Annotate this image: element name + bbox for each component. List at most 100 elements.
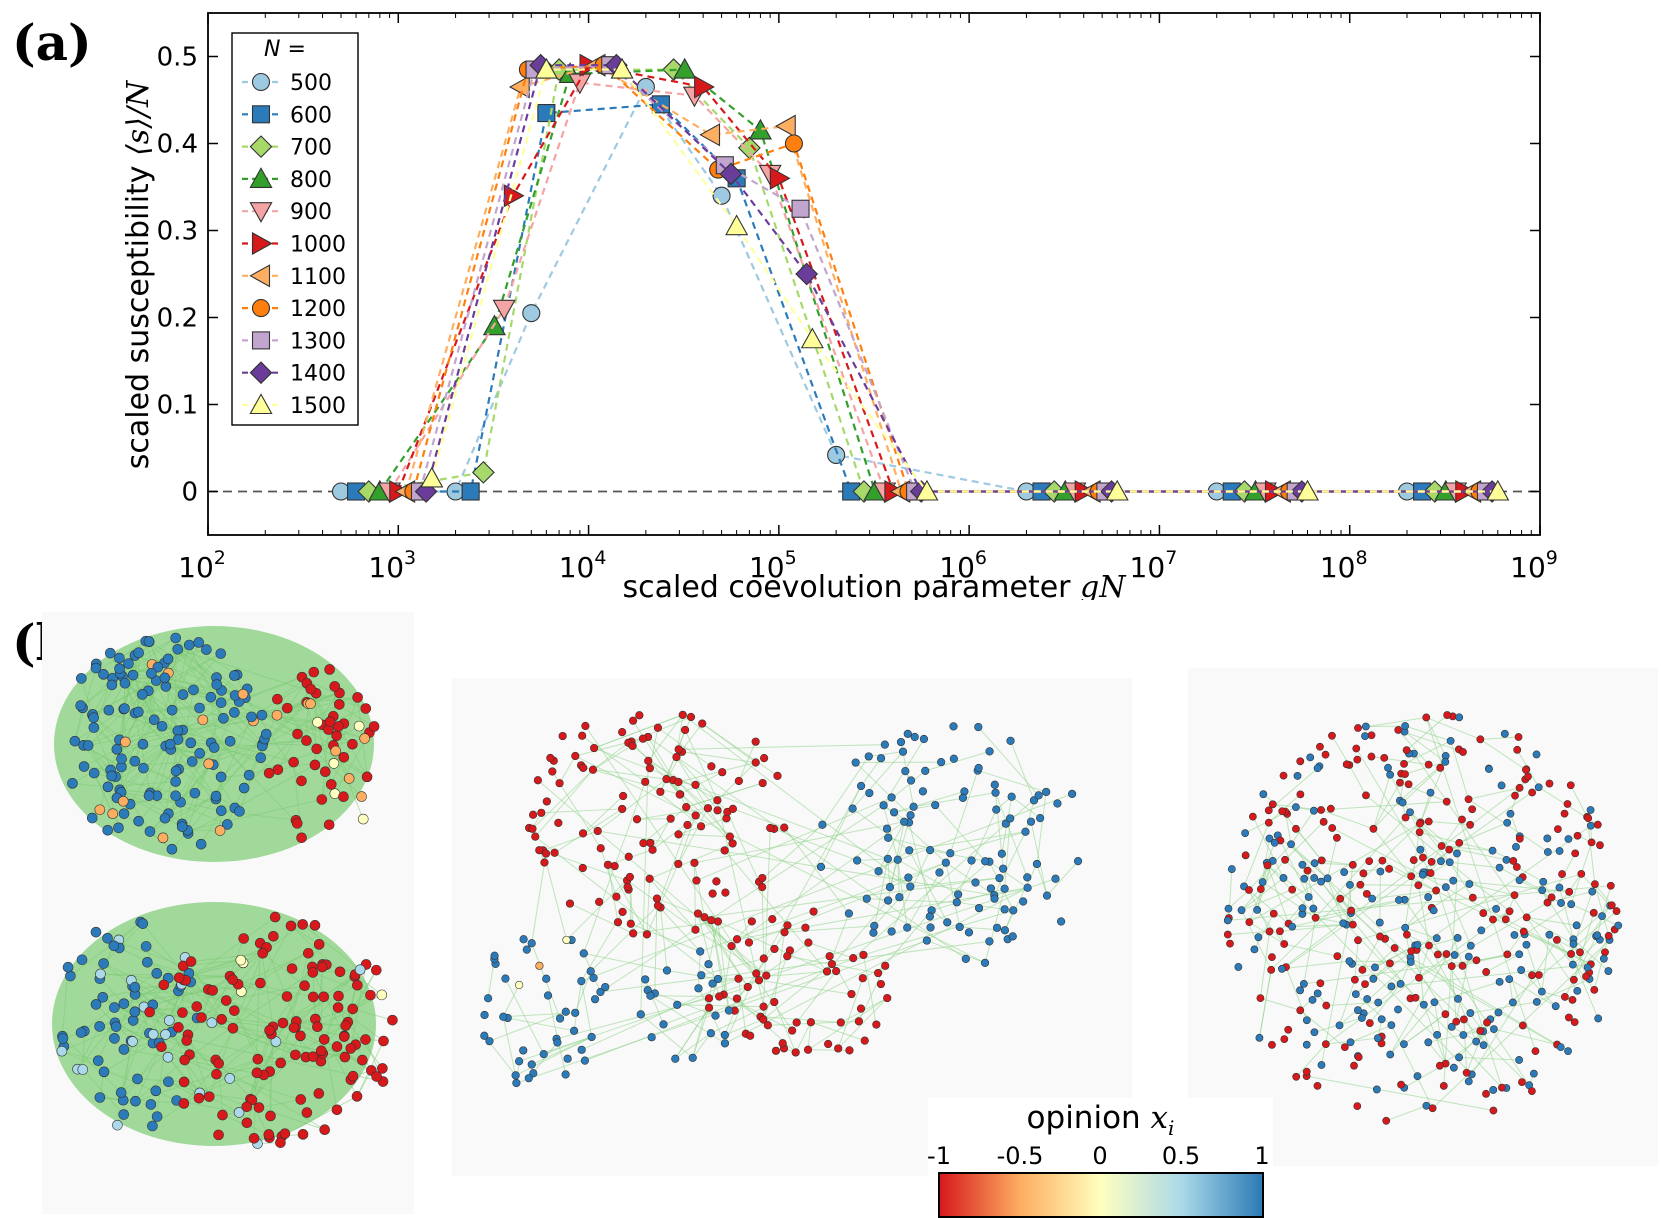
network-edge	[1345, 864, 1354, 925]
network-node	[1346, 1038, 1355, 1047]
network-edge	[209, 1096, 240, 1113]
data-point	[471, 460, 495, 484]
network-node	[1348, 860, 1357, 869]
network-edge	[873, 886, 911, 927]
network-node	[759, 1002, 768, 1011]
data-point	[673, 57, 697, 79]
network-node	[340, 1020, 351, 1031]
network-edge	[852, 808, 910, 851]
network-node	[1402, 746, 1411, 755]
network-edge	[142, 923, 192, 983]
network-edge	[210, 702, 222, 743]
network-edge	[226, 985, 305, 1002]
network-edge	[652, 818, 672, 851]
network-node	[696, 947, 705, 956]
network-edge	[125, 730, 178, 743]
network-node	[949, 754, 958, 763]
network-edge	[695, 929, 767, 976]
network-node	[1237, 906, 1246, 915]
network-node	[707, 916, 716, 925]
network-node	[130, 1095, 141, 1107]
network-node	[561, 1070, 570, 1079]
network-node	[511, 1071, 520, 1080]
network-edge	[821, 756, 870, 826]
network-node	[595, 897, 604, 906]
network-node	[361, 771, 373, 783]
network-node	[691, 780, 700, 789]
network-node	[296, 832, 307, 844]
network-node	[692, 876, 701, 885]
network-node	[1224, 904, 1233, 913]
network-node	[704, 960, 713, 969]
network-node	[1495, 977, 1504, 986]
network-node	[571, 751, 580, 761]
network-node	[1265, 927, 1274, 936]
network-node	[1006, 736, 1015, 745]
network-node	[553, 1038, 562, 1047]
x-tick-exp: 8	[1355, 547, 1367, 569]
network-node	[758, 873, 767, 883]
data-point	[795, 262, 819, 286]
network-node	[760, 753, 769, 763]
network-node	[874, 867, 883, 876]
network-node	[698, 719, 707, 728]
network-node	[1309, 806, 1318, 815]
network-node	[1531, 1047, 1540, 1056]
data-point	[1486, 479, 1510, 501]
legend-marker	[249, 393, 273, 415]
network-node	[1466, 941, 1475, 950]
network-node	[1254, 933, 1263, 942]
network-node	[644, 756, 653, 765]
network-edge	[200, 810, 222, 845]
network-node	[561, 1007, 570, 1016]
network-node	[646, 838, 655, 848]
network-node	[1447, 962, 1456, 971]
network-node	[1528, 1087, 1536, 1095]
network-edge	[1350, 1024, 1392, 1043]
network-node	[985, 937, 994, 946]
network-node	[288, 756, 299, 768]
network-edge	[758, 979, 852, 995]
network-edge	[320, 1047, 351, 1062]
network-node	[1371, 963, 1379, 972]
network-node	[974, 763, 983, 773]
network-node	[1276, 927, 1284, 936]
network-node	[961, 954, 970, 963]
network-node	[324, 716, 336, 728]
x-tick-label: 107	[1130, 547, 1178, 584]
network-edge	[852, 751, 904, 809]
network-node	[1563, 800, 1572, 808]
network-edge	[1348, 764, 1367, 796]
network-node	[158, 979, 170, 991]
network-node	[688, 1053, 697, 1062]
data-point	[610, 57, 634, 79]
network-edge	[229, 1077, 301, 1100]
network-node	[191, 1001, 203, 1012]
data-point	[492, 299, 516, 321]
network-node	[1543, 898, 1552, 907]
network-node	[148, 714, 160, 726]
network-node	[157, 832, 169, 844]
network-node	[213, 1129, 224, 1141]
network-node	[1455, 1053, 1463, 1062]
network-node	[1404, 780, 1413, 789]
network-node	[766, 823, 775, 833]
network-edge	[893, 791, 965, 813]
network-edge	[1536, 978, 1590, 1003]
network-edge	[674, 1032, 712, 1060]
network-node	[603, 860, 613, 869]
network-node	[1376, 932, 1384, 941]
network-node	[601, 982, 610, 992]
network-node	[985, 747, 994, 756]
network-node	[1317, 1061, 1326, 1069]
network-node	[238, 933, 249, 944]
network-node	[501, 974, 510, 983]
data-point	[774, 114, 796, 138]
network-node	[1415, 828, 1424, 837]
network-node	[613, 918, 623, 927]
network-node	[1279, 771, 1288, 780]
network-node	[1458, 815, 1466, 824]
network-edge	[913, 792, 996, 808]
network-node	[1387, 1021, 1396, 1030]
network-edge	[80, 678, 93, 715]
